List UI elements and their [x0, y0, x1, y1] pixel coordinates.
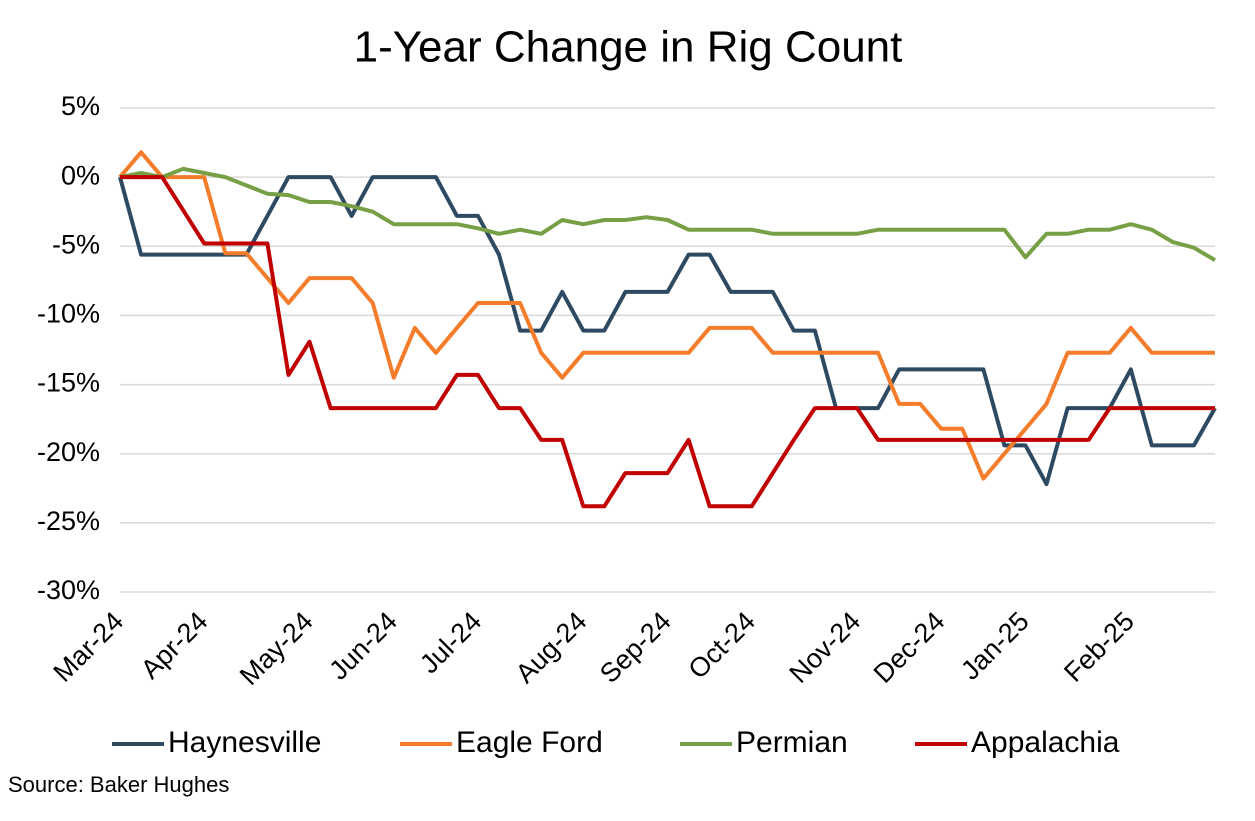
y-tick-label: -10% [37, 299, 100, 329]
x-tick-label: Jul-24 [414, 606, 487, 679]
x-tick-label: Jan-25 [955, 606, 1035, 686]
y-tick-label: -15% [37, 368, 100, 398]
source-note: Source: Baker Hughes [8, 772, 229, 797]
y-tick-label: 5% [61, 91, 100, 121]
x-tick-label: Apr-24 [135, 606, 214, 685]
chart-title: 1-Year Change in Rig Count [354, 23, 903, 72]
x-tick-label: Mar-24 [48, 606, 130, 688]
x-tick-label: May-24 [234, 606, 319, 691]
series-line [120, 175, 1215, 509]
legend-label: Eagle Ford [456, 726, 603, 759]
x-tick-label: Aug-24 [510, 606, 593, 689]
x-tick-label: Sep-24 [594, 606, 677, 689]
y-tick-label: -20% [37, 437, 100, 467]
y-tick-label: -30% [37, 575, 100, 605]
y-tick-label: -25% [37, 506, 100, 536]
legend-label: Permian [736, 726, 848, 759]
y-tick-label: -5% [52, 229, 100, 259]
x-tick-label: Jun-24 [323, 606, 403, 686]
series-line [118, 150, 1215, 481]
x-tick-label: Dec-24 [868, 606, 951, 689]
legend-label: Haynesville [168, 726, 321, 759]
series-line [118, 175, 1217, 487]
x-tick-label: Feb-25 [1058, 606, 1140, 688]
y-tick-label: 0% [61, 160, 100, 190]
legend-label: Appalachia [971, 726, 1120, 759]
x-tick-label: Oct-24 [683, 606, 762, 685]
series-line [119, 166, 1217, 262]
x-tick-label: Nov-24 [784, 606, 867, 689]
